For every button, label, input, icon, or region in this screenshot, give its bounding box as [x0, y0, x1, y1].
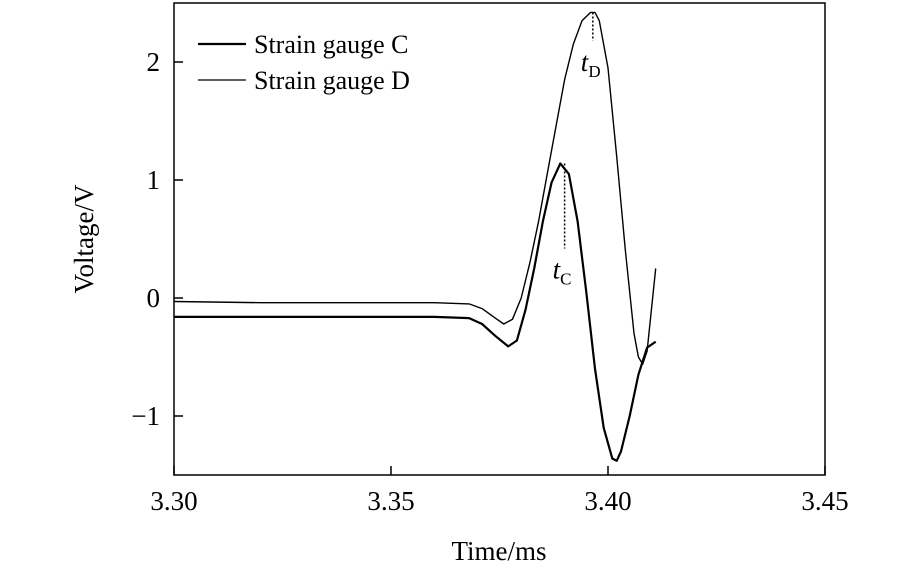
legend-label-strain-gauge-d: Strain gauge D — [254, 66, 410, 95]
y-axis-title: Voltage/V — [69, 184, 99, 293]
x-tick-label: 3.40 — [584, 486, 631, 516]
legend-label-strain-gauge-c: Strain gauge C — [254, 30, 409, 59]
series-layer — [173, 11, 657, 462]
y-tick-label: 2 — [147, 47, 161, 77]
x-tick-label: 3.30 — [150, 486, 197, 516]
annotation-layer: tC tD — [553, 12, 601, 288]
series-line-strain-gauge-c — [174, 162, 657, 462]
y-tick-label: −1 — [131, 401, 160, 431]
legend: Strain gauge C Strain gauge D — [198, 30, 410, 95]
x-axis-title: Time/ms — [451, 536, 546, 566]
peak-label-tc: tC — [553, 254, 572, 288]
x-tick-label: 3.45 — [801, 486, 848, 516]
x-tick-label: 3.35 — [367, 486, 414, 516]
y-tick-label: 0 — [147, 283, 161, 313]
plot-frame — [173, 2, 826, 476]
axis-ticks: 3.30 3.35 3.40 3.45 −1 0 1 2 — [131, 47, 848, 516]
peak-label-td: tD — [581, 47, 601, 81]
y-tick-label: 1 — [147, 165, 161, 195]
series-line-strain-gauge-d — [173, 11, 657, 365]
